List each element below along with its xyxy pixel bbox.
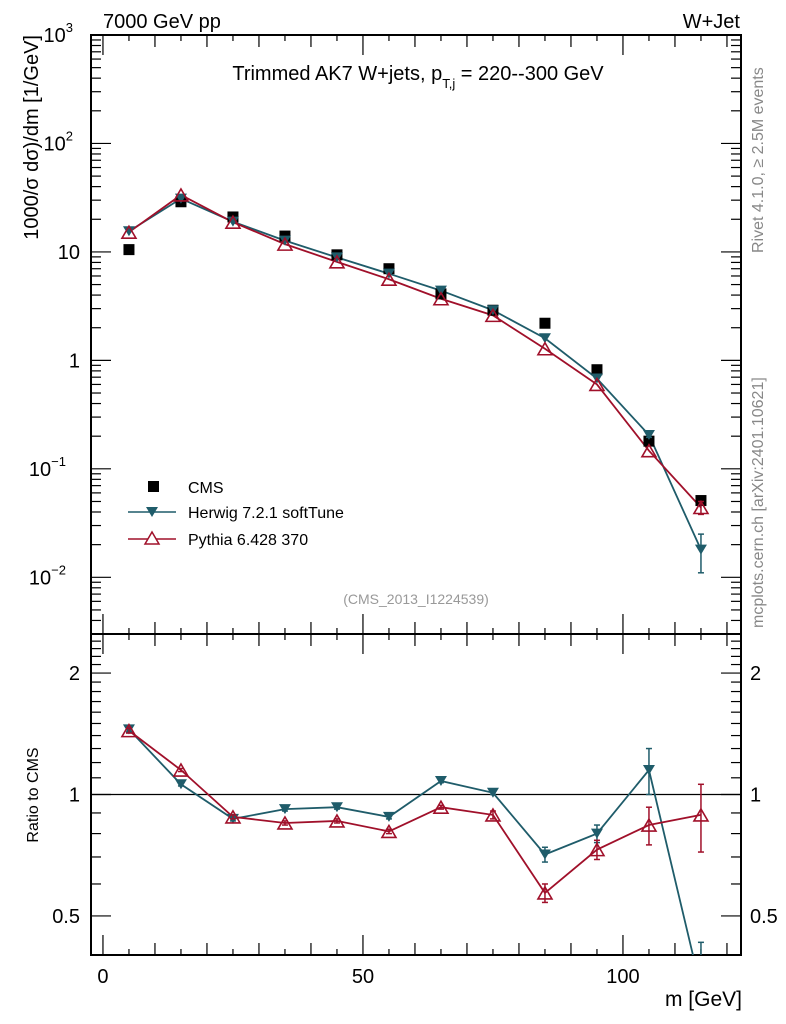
ratio-point-pythia xyxy=(276,815,294,830)
y-tick-label: 1 xyxy=(69,350,80,372)
ratio-point-pythia xyxy=(120,723,138,738)
main-point-herwig xyxy=(278,235,291,246)
rivet-label: Rivet 4.1.0, ≥ 2.5M events xyxy=(750,67,767,253)
ratio-line-herwig xyxy=(128,728,694,955)
legend-label-pythia: Pythia 6.428 370 xyxy=(188,532,308,549)
main-point-pythia xyxy=(276,236,294,251)
ratio-y-axis-label: Ratio to CMS xyxy=(25,747,42,842)
ratio-point-pythia xyxy=(224,809,242,824)
ratio-y-tick-label: 2 xyxy=(69,663,80,685)
main-point-pythia xyxy=(536,341,554,356)
legend-marker-pythia xyxy=(143,530,161,545)
main-point-pythia xyxy=(120,224,138,239)
legend-marker-cms xyxy=(148,481,159,492)
main-point-herwig xyxy=(538,333,551,344)
legend-label-herwig: Herwig 7.2.1 softTune xyxy=(188,505,344,522)
main-point-herwig xyxy=(174,193,187,204)
ratio-point-herwig xyxy=(174,779,187,790)
main-point-herwig xyxy=(642,430,655,441)
ratio-line-pythia xyxy=(128,729,702,895)
ratio-y-tick-label: 1 xyxy=(69,785,80,807)
legend-label-cms: CMS xyxy=(188,480,224,497)
main-line-pythia xyxy=(128,193,702,509)
mcplots-label: mcplots.cern.ch [arXiv:2401.10621] xyxy=(750,377,767,628)
ratio-point-pythia xyxy=(588,842,606,857)
x-tick-label: 100 xyxy=(606,966,639,988)
main-point-pythia xyxy=(328,254,346,269)
ratio-point-herwig xyxy=(642,765,655,776)
ratio-y-tick-label: 0.5 xyxy=(52,906,80,928)
x-tick-label: 50 xyxy=(352,966,374,988)
main-point-pythia xyxy=(484,307,502,323)
ratio-point-pythia xyxy=(432,799,450,815)
ratio-point-herwig xyxy=(382,811,395,822)
main-point-cms xyxy=(539,317,551,329)
x-axis-label: m [GeV] xyxy=(665,988,742,1011)
ratio-series-group xyxy=(120,723,710,955)
title-post: = 220--300 GeV xyxy=(455,63,604,85)
y-tick-label: 10−1 xyxy=(29,454,66,481)
main-point-pythia xyxy=(172,187,190,202)
ratio-point-herwig xyxy=(278,804,291,815)
main-point-pythia xyxy=(588,376,606,392)
main-point-herwig xyxy=(434,285,447,296)
ratio-point-herwig xyxy=(538,849,551,860)
main-point-pythia xyxy=(692,499,710,515)
y-axis-label: 1000/σ dσ)/dm [1/GeV] xyxy=(21,35,43,240)
ratio-y-tick-label-right: 1 xyxy=(750,785,761,807)
y-tick-label: 10 xyxy=(58,242,80,264)
ratio-point-pythia xyxy=(484,807,502,822)
main-point-pythia xyxy=(224,214,242,229)
y-tick-label: 102 xyxy=(44,128,73,155)
analysis-annotation: (CMS_2013_I1224539) xyxy=(343,591,489,607)
legend: CMS Herwig 7.2.1 softTune Pythia 6.428 3… xyxy=(128,480,344,549)
ratio-point-pythia xyxy=(172,762,190,777)
header-right: W+Jet xyxy=(683,11,741,33)
main-point-herwig xyxy=(226,216,239,227)
ratio-point-pythia xyxy=(640,817,658,832)
ratio-point-pythia xyxy=(328,813,346,828)
ratio-y-tick-label-right: 0.5 xyxy=(750,906,778,928)
x-tick-label: 0 xyxy=(97,966,108,988)
main-point-cms xyxy=(123,244,135,256)
main-point-pythia xyxy=(432,291,450,306)
main-point-cms xyxy=(643,435,655,447)
ratio-panel: 0 50 100 0.5 0.5 1 1 2 2 xyxy=(52,633,778,988)
main-point-herwig xyxy=(122,226,135,237)
y-tick-label: 103 xyxy=(44,20,73,47)
main-point-cms xyxy=(591,364,603,376)
ratio-point-pythia xyxy=(692,807,710,822)
ratio-point-herwig xyxy=(590,828,603,839)
main-point-herwig xyxy=(694,544,707,555)
title-main: Trimmed AK7 W+jets, p xyxy=(232,63,442,85)
ratio-y-tick-label-right: 2 xyxy=(750,663,761,685)
ratio-point-herwig xyxy=(434,776,447,787)
y-tick-label: 10−2 xyxy=(29,562,66,589)
legend-marker-herwig xyxy=(146,507,158,517)
ratio-point-herwig xyxy=(486,787,499,798)
chart-marks xyxy=(120,187,710,955)
main-series-group xyxy=(120,187,710,574)
ratio-point-pythia xyxy=(380,823,398,839)
main-point-pythia xyxy=(380,271,398,287)
main-point-pythia xyxy=(640,443,658,458)
chart-title: Trimmed AK7 W+jets, pT,j = 220--300 GeV xyxy=(232,63,604,91)
title-sub: T,j xyxy=(442,76,455,91)
header-left: 7000 GeV pp xyxy=(103,11,221,33)
ratio-point-herwig xyxy=(330,802,343,813)
ratio-point-pythia xyxy=(536,885,554,900)
